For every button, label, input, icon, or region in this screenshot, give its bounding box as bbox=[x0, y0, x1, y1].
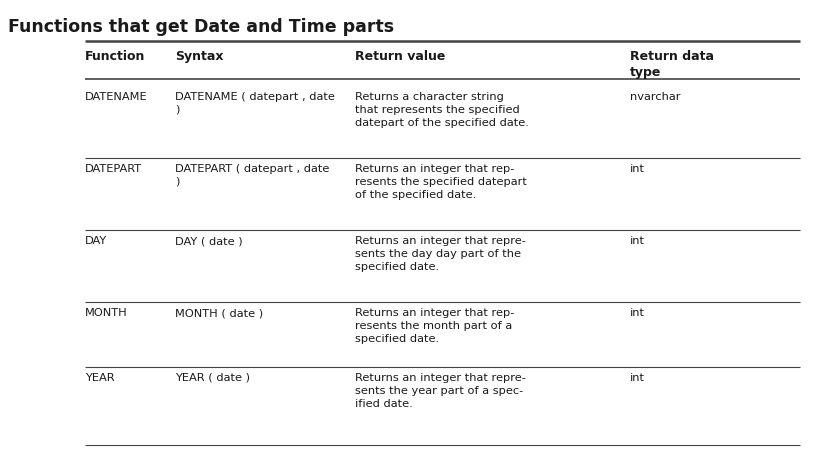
Text: Returns an integer that repre-
sents the day day part of the
specified date.: Returns an integer that repre- sents the… bbox=[354, 236, 525, 271]
Text: int: int bbox=[629, 236, 644, 245]
Text: Functions that get Date and Time parts: Functions that get Date and Time parts bbox=[8, 18, 393, 36]
Text: DATEPART ( datepart , date
): DATEPART ( datepart , date ) bbox=[175, 163, 329, 187]
Text: Returns an integer that rep-
resents the specified datepart
of the specified dat: Returns an integer that rep- resents the… bbox=[354, 163, 527, 199]
Text: DATENAME ( datepart , date
): DATENAME ( datepart , date ) bbox=[175, 92, 335, 114]
Text: DAY: DAY bbox=[85, 236, 107, 245]
Text: Returns a character string
that represents the specified
datepart of the specifi: Returns a character string that represen… bbox=[354, 92, 528, 127]
Text: DATENAME: DATENAME bbox=[85, 92, 147, 102]
Text: Syntax: Syntax bbox=[175, 50, 224, 63]
Text: Return data
type: Return data type bbox=[629, 50, 713, 79]
Text: Returns an integer that rep-
resents the month part of a
specified date.: Returns an integer that rep- resents the… bbox=[354, 307, 513, 343]
Text: Return value: Return value bbox=[354, 50, 445, 63]
Text: DAY ( date ): DAY ( date ) bbox=[175, 236, 243, 245]
Text: int: int bbox=[629, 307, 644, 317]
Text: nvarchar: nvarchar bbox=[629, 92, 680, 102]
Text: Returns an integer that repre-
sents the year part of a spec-
ified date.: Returns an integer that repre- sents the… bbox=[354, 372, 525, 408]
Text: MONTH ( date ): MONTH ( date ) bbox=[175, 307, 262, 317]
Text: MONTH: MONTH bbox=[85, 307, 128, 317]
Text: int: int bbox=[629, 372, 644, 382]
Text: YEAR: YEAR bbox=[85, 372, 114, 382]
Text: Function: Function bbox=[85, 50, 145, 63]
Text: int: int bbox=[629, 163, 644, 174]
Text: DATEPART: DATEPART bbox=[85, 163, 142, 174]
Text: YEAR ( date ): YEAR ( date ) bbox=[175, 372, 250, 382]
